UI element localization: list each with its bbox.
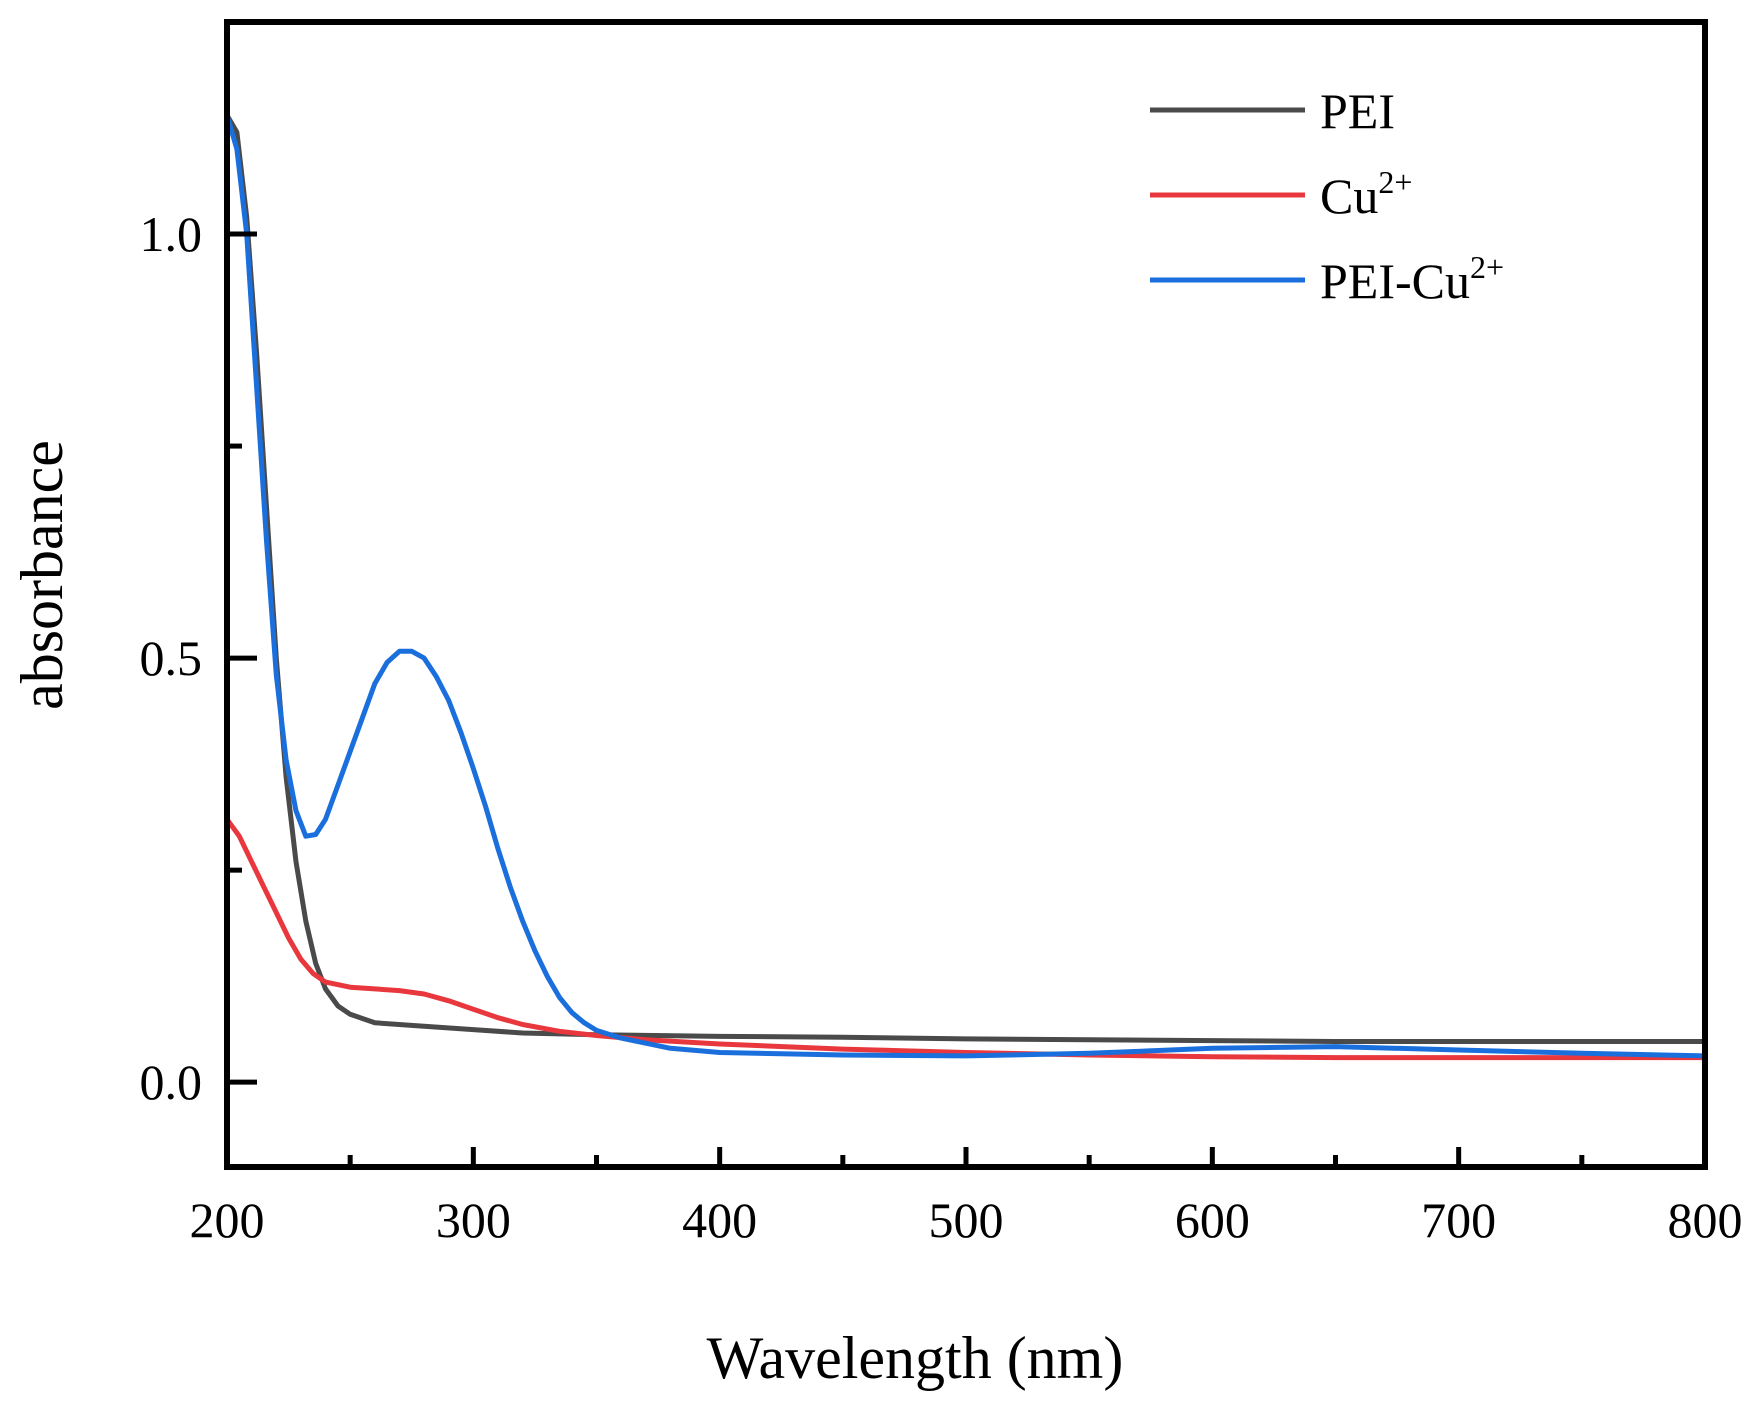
y-tick-label: 0.0 <box>140 1054 203 1110</box>
y-tick-label: 0.5 <box>140 630 203 686</box>
legend-label: PEI-Cu2+ <box>1320 249 1504 309</box>
legend: PEI Cu2+ PEI-Cu2+ <box>1150 83 1504 309</box>
legend-label: Cu2+ <box>1320 164 1412 224</box>
x-axis-title: Wavelength (nm) <box>707 1325 1124 1391</box>
x-tick-label: 300 <box>436 1192 511 1248</box>
x-tick-label: 800 <box>1668 1192 1743 1248</box>
ticks-layer: 200 300 400 500 600 700 800 0.0 0.5 1.0 <box>140 206 1743 1248</box>
x-tick-label: 600 <box>1175 1192 1250 1248</box>
plot-frame <box>224 19 1708 1170</box>
x-tick-label: 500 <box>929 1192 1004 1248</box>
series-line-pei-cu2- <box>224 112 1708 1059</box>
series-layer <box>224 112 1708 1061</box>
x-tick-label: 700 <box>1421 1192 1496 1248</box>
legend-label: PEI <box>1320 83 1395 139</box>
y-tick-label: 1.0 <box>140 206 203 262</box>
series-line-cu2- <box>224 816 1708 1061</box>
x-tick-label: 400 <box>682 1192 757 1248</box>
x-tick-label: 200 <box>190 1192 265 1248</box>
y-axis-title: absorbance <box>9 440 75 710</box>
